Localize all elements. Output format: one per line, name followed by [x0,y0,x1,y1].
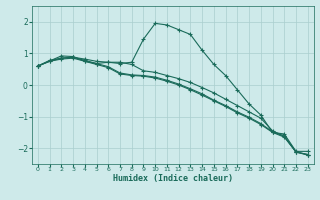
X-axis label: Humidex (Indice chaleur): Humidex (Indice chaleur) [113,174,233,183]
